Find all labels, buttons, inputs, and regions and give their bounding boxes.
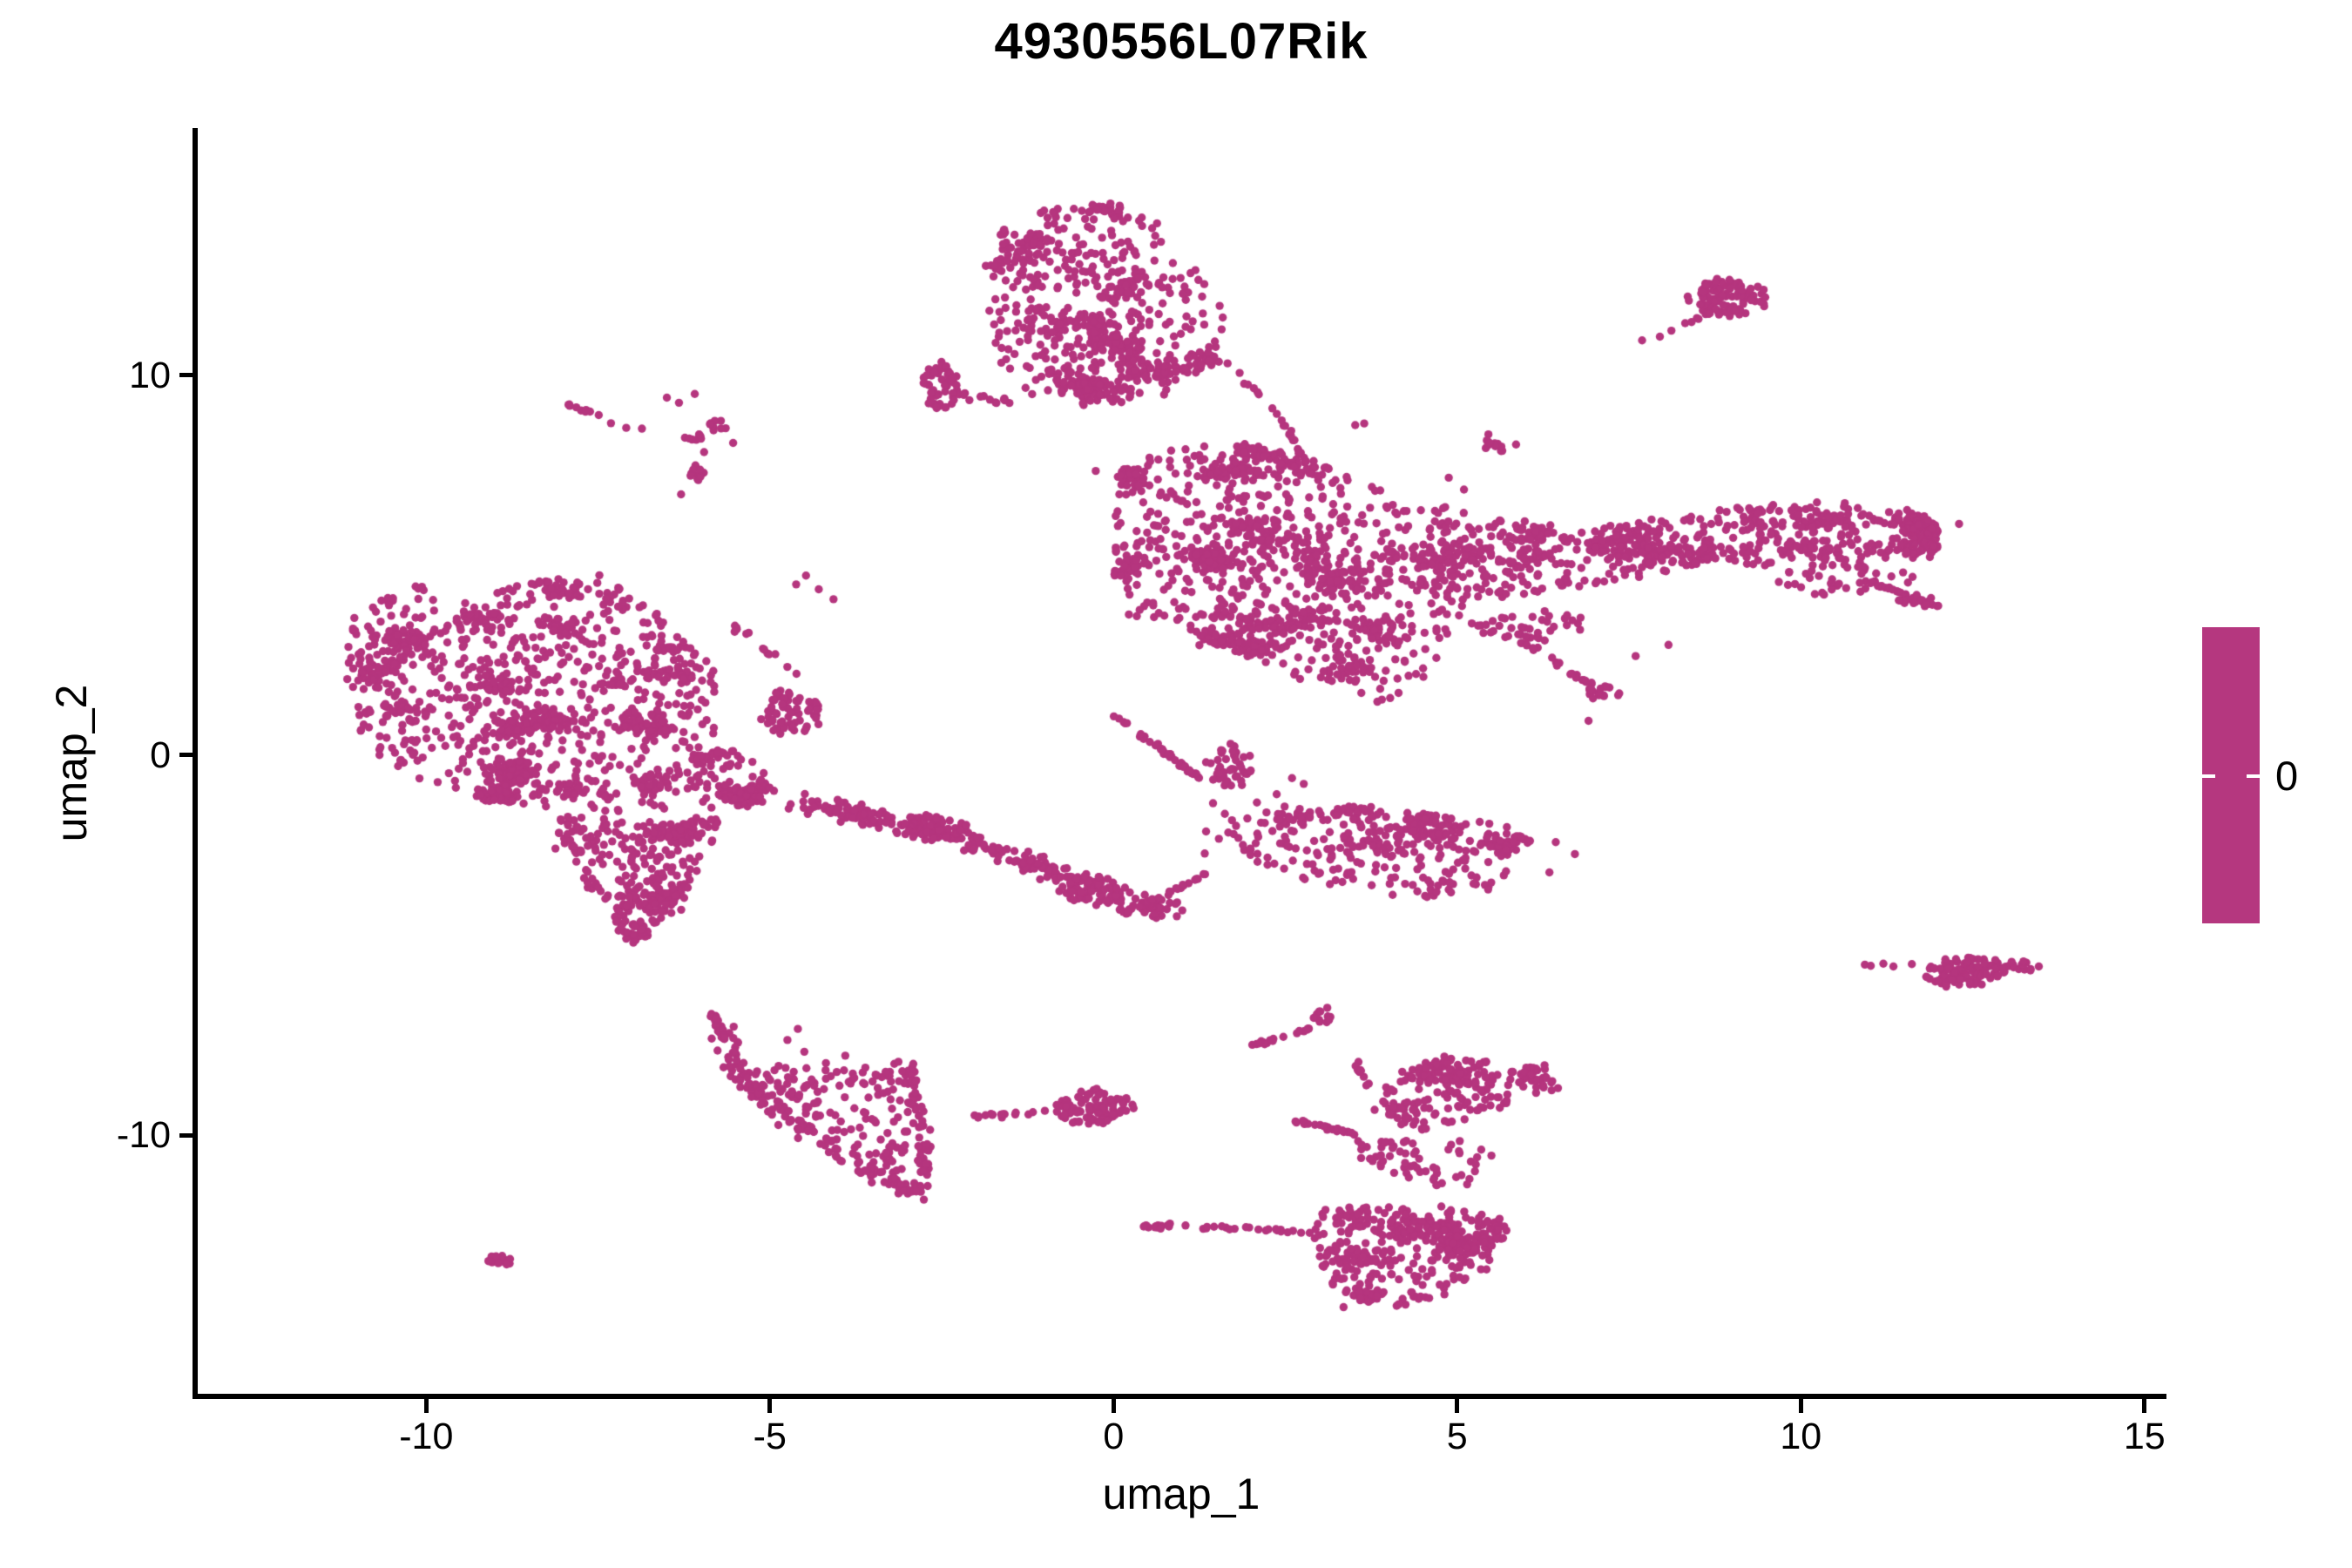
y-tick-label: -10	[116, 1114, 171, 1157]
x-axis-line	[193, 1394, 2166, 1399]
x-tick-label: -10	[399, 1416, 454, 1457]
y-tick-mark	[179, 753, 193, 758]
x-tick-label: 15	[2123, 1416, 2166, 1457]
x-tick-mark	[423, 1399, 429, 1413]
x-tick-label: 5	[1446, 1416, 1468, 1457]
x-tick-mark	[1798, 1399, 1803, 1413]
legend-tick-mark	[2202, 774, 2215, 778]
x-tick-mark	[1111, 1399, 1116, 1413]
x-tick-mark	[767, 1399, 773, 1413]
x-tick-mark	[2142, 1399, 2147, 1413]
plot-title: 4930556L07Rik	[994, 13, 1369, 70]
y-tick-mark	[179, 373, 193, 378]
x-tick-label: 10	[1780, 1416, 1822, 1457]
x-tick-label: -5	[753, 1416, 787, 1457]
x-tick-label: 0	[1103, 1416, 1125, 1457]
y-tick-label: 0	[150, 733, 171, 776]
legend-label: 0	[2275, 753, 2299, 799]
y-axis-title: umap_2	[47, 684, 96, 842]
y-axis-line	[193, 128, 198, 1399]
x-axis-title: umap_1	[1102, 1470, 1260, 1518]
legend-tick-mark	[2247, 774, 2260, 778]
x-tick-mark	[1455, 1399, 1460, 1413]
y-tick-mark	[179, 1132, 193, 1138]
y-tick-label: 10	[129, 354, 171, 396]
